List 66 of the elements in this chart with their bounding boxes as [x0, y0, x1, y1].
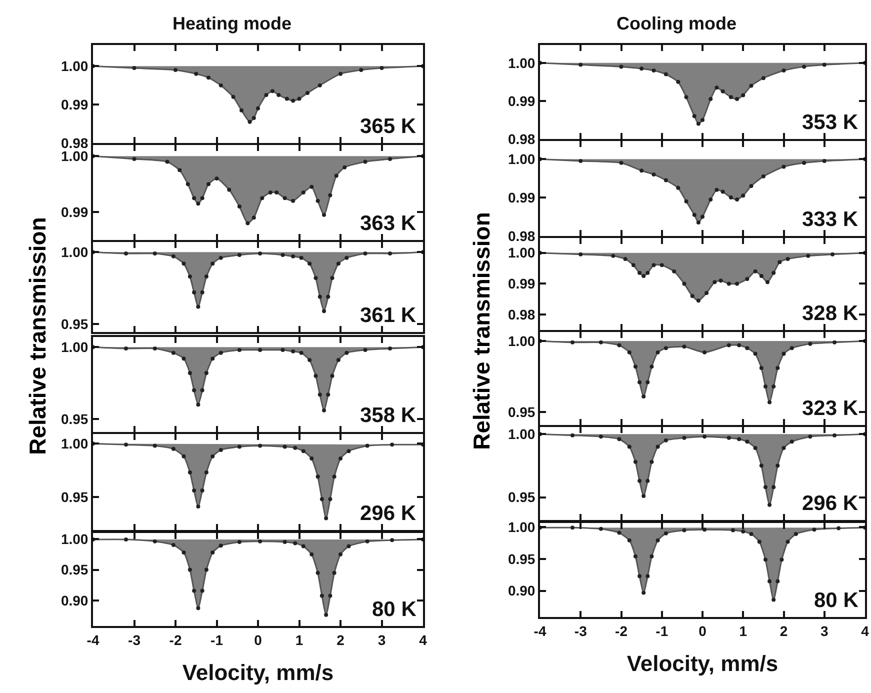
annotation: 323 K [802, 397, 858, 420]
y-tick-label: 0.95 [60, 562, 88, 578]
x-tick-label: -2 [615, 622, 628, 639]
x-tick-label: 4 [419, 632, 428, 648]
annotation: 358 K [360, 404, 416, 427]
annotation: 333 K [802, 208, 858, 231]
x-tick-label: 1 [295, 632, 304, 648]
y-tick-label: 0.99 [60, 96, 88, 112]
y-tick-label: 0.98 [60, 134, 88, 151]
x-tick-label: -4 [534, 622, 546, 639]
y-tick-label: 0.95 [508, 404, 536, 420]
y-tick-label: 0.99 [60, 204, 88, 220]
y-tick-label: 0.99 [508, 276, 536, 292]
chart-title: Cooling mode [616, 14, 736, 34]
y-tick-label: 1.00 [60, 436, 88, 452]
annotation: 328 K [802, 302, 858, 325]
x-tick-label: -2 [169, 632, 182, 648]
x-tick-label: 2 [780, 622, 788, 639]
annotation: 80 K [814, 589, 858, 612]
chart-title: Heating mode [172, 14, 292, 34]
y-tick-label: 1.00 [60, 338, 88, 355]
y-tick-label: 0.95 [508, 550, 536, 567]
annotation: 296 K [802, 492, 858, 515]
x-tick-label: -1 [210, 632, 224, 648]
y-tick-label: 1.00 [60, 530, 88, 547]
x-tick-label: 0 [698, 622, 707, 639]
y-tick-label: 0.99 [508, 92, 536, 109]
annotation: 80 K [372, 598, 416, 621]
x-tick-label: -3 [128, 632, 141, 648]
x-axis-title: Velocity, mm/s [626, 651, 778, 676]
y-axis-title: Relative transmission [24, 216, 52, 454]
x-tick-label: 0 [254, 632, 262, 648]
x-tick-label: -3 [574, 622, 588, 639]
y-axis-title: Relative transmission [468, 212, 496, 450]
x-tick-label: 4 [861, 622, 870, 639]
y-tick-label: 1.00 [60, 58, 88, 74]
y-tick-label: 0.95 [60, 488, 88, 505]
annotation: 361 K [360, 304, 416, 327]
y-tick-label: 1.00 [508, 518, 536, 535]
y-tick-label: 0.90 [508, 582, 536, 599]
annotation: 363 K [360, 212, 416, 235]
y-tick-label: 0.98 [508, 130, 536, 147]
annotation: 353 K [802, 111, 858, 134]
y-tick-label: 0.98 [508, 306, 536, 322]
x-tick-label: 3 [378, 632, 386, 648]
annotation: 365 K [360, 115, 416, 138]
y-tick-label: 1.00 [508, 150, 536, 167]
y-tick-label: 1.00 [508, 54, 536, 71]
y-tick-label: 1.00 [508, 426, 536, 442]
annotation: 296 K [360, 502, 416, 525]
x-tick-label: -4 [86, 632, 100, 648]
y-tick-label: 0.98 [508, 228, 536, 244]
x-tick-label: 3 [820, 622, 828, 639]
y-tick-label: 0.99 [508, 189, 536, 206]
x-tick-label: 1 [739, 622, 748, 639]
y-tick-label: 1.00 [60, 244, 88, 260]
x-tick-label: -1 [656, 622, 668, 639]
y-tick-label: 1.00 [508, 332, 536, 349]
y-tick-label: 0.95 [508, 489, 536, 506]
y-tick-label: 0.95 [60, 410, 88, 427]
y-tick-label: 1.00 [508, 244, 536, 261]
x-tick-label: 2 [336, 632, 345, 648]
x-axis-title: Velocity, mm/s [182, 660, 334, 686]
y-tick-label: 0.90 [60, 592, 88, 609]
y-tick-label: 1.00 [60, 148, 88, 164]
y-tick-label: 0.95 [60, 316, 88, 332]
